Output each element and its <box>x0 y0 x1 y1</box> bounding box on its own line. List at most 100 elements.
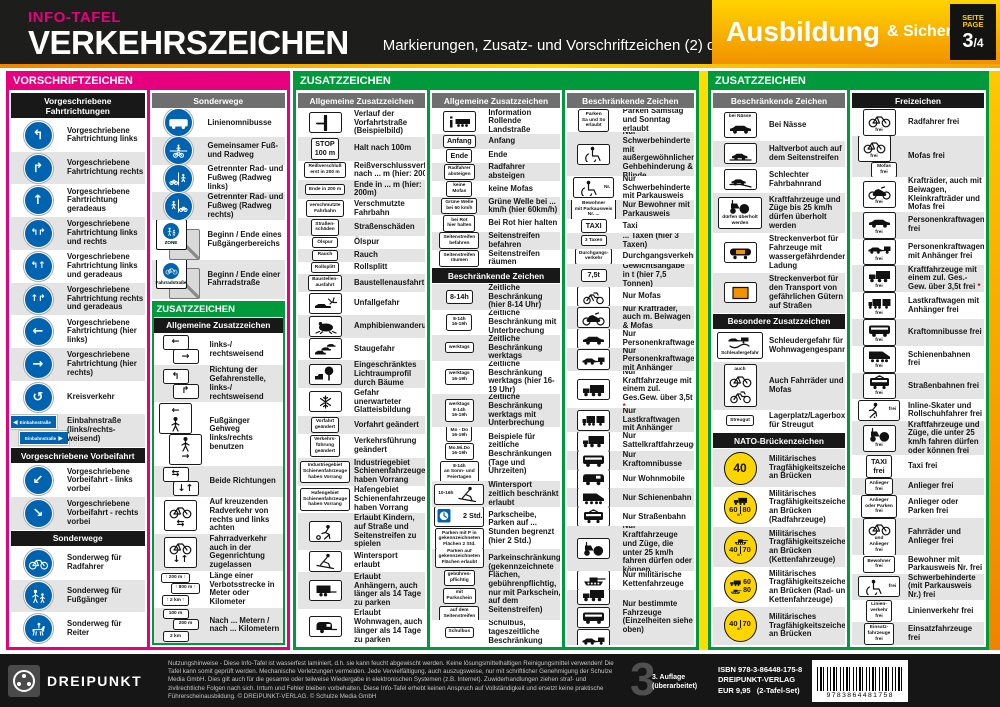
edition-block: 3 3. Auflage (überarbeitet) <box>630 656 708 703</box>
sign-group: werktags 16-19h <box>444 368 474 386</box>
row-label: Anlieger frei <box>908 481 954 491</box>
row-label: Militärisches Tragfähigkeitszeichen an B… <box>769 568 845 604</box>
sign-cell: 40 <box>714 451 766 485</box>
list-item: Fahrradstraße Beginn / Ende einer Fahrrad… <box>151 259 285 299</box>
header-left: INFO-TAFEL VERKEHRSZEICHEN Markierungen,… <box>0 0 769 64</box>
tanker-icon <box>729 248 751 260</box>
sign-group <box>577 488 611 508</box>
traffic-sign: frei <box>857 135 891 163</box>
panel-zusatzzeichen-1: ZUSATZZEICHEN Allgemeine Zusatzzeichen Ver… <box>293 71 699 650</box>
row-label: Lastkraftwagen mit Anhänger frei <box>908 295 980 314</box>
ped-icon <box>171 416 180 432</box>
sign-column: Vorgeschriebene Fahrtrichtungen ↰ Vorgesch… <box>9 90 147 647</box>
traffic-sign <box>308 391 342 413</box>
sign-cell <box>12 614 64 644</box>
traffic-sign: TAXI frei <box>866 455 892 478</box>
caravan-icon <box>316 621 337 633</box>
row-label: Bei Rot hier halten <box>488 218 558 228</box>
traffic-sign: Reißverschluß erst in 200 m <box>304 161 346 179</box>
sign-cell: Rollsplitt <box>299 262 351 274</box>
row-label: Militärisches Tragfähigkeitszeichen an B… <box>769 488 845 524</box>
traffic-sign: 3 Taxen <box>580 235 607 246</box>
list-item: Erlaubt Anhängern, auch länger als 14 Ta… <box>298 572 426 609</box>
sign-group: 10-16h <box>434 483 485 505</box>
infotruck-icon <box>449 116 470 128</box>
traffic-sign <box>577 143 611 165</box>
nested-panel: ZUSATZZEICHEN Allgemeine Zusatzzeichen ← → l… <box>151 300 285 645</box>
list-item: Information Rollende Landstraße <box>432 109 559 134</box>
list-item: Anlieger frei Anlieger frei <box>852 477 984 496</box>
list-item: Baustellen-ausfahrt Baustellenausfahrt <box>298 274 426 293</box>
price: EUR 9,95 <box>718 685 751 695</box>
traffic-sign: Nr. <box>572 177 615 199</box>
sign-group: ↓↑ <box>164 536 197 568</box>
row-label: Vorgeschriebene Fahrtrichtung (hier link… <box>67 317 137 345</box>
row-label: Zeitliche Beschränkung werktags <box>488 335 543 361</box>
row-label: Nur Krafträder, auch m. Beiwagen & Mofas <box>622 306 691 330</box>
list-item: Ende Ende <box>432 149 559 163</box>
nato-bridge-sign: 40 70 it ↑ <box>723 530 757 564</box>
sign-group <box>577 307 611 329</box>
row-label: Nur Wohnmobile <box>622 473 685 483</box>
sign-group: Grüne Welle bei 60 km/h <box>441 197 478 215</box>
sign-group <box>308 391 342 413</box>
sign-group: Nr. <box>572 177 615 199</box>
traffic-sign: Schleudergefahr <box>717 332 763 360</box>
sign-group: frei <box>857 399 901 421</box>
traffic-sign: frei <box>862 181 896 208</box>
traffic-sign: und Anlieger frei <box>862 517 896 556</box>
row-label: Hafengebiet Schienenfahrzeuge haben Vorr… <box>354 485 426 512</box>
page-label-en: PAGE <box>962 20 984 29</box>
sign-group: Rollsplitt <box>310 262 340 274</box>
list-item: Nur Kraftfahrzeuge und Züge, die unter 2… <box>566 526 694 571</box>
row-label: Industriegebiet Schienenfahrzeuge haben … <box>354 457 426 485</box>
sign-cell: frei <box>853 238 905 266</box>
kicker: INFO-TAFEL <box>28 9 122 27</box>
list-item: Ölspur Ölspur <box>298 236 425 249</box>
traffic-sign: Rollsplitt <box>310 262 340 274</box>
list-item: Einsatz-fahrzeuge frei Einsatzfahrzeuge fr… <box>852 622 984 646</box>
list-item: frei Schienenbahnen frei <box>852 345 984 373</box>
list-item: Durchgangs-verkehr Durchgangsverkehr <box>567 248 694 264</box>
sign-cell: Radfahrer absteigen <box>433 163 485 181</box>
traffic-sign: Straßen-schäden <box>311 219 339 236</box>
row-label: Schienenbahnen frei <box>908 349 971 368</box>
row-label: Information Rollende Landstraße <box>488 109 532 135</box>
sign-group: Schleudergefahr <box>717 332 763 360</box>
list-item: ↰↑ Vorgeschriebene Fahrtrichtung links un… <box>11 250 145 283</box>
sign-cell: frei Mofas frei <box>853 135 905 178</box>
sign-group: bei Rot hier halten <box>443 215 476 232</box>
sign-group: ← → <box>162 334 199 365</box>
cartrailer-icon <box>868 246 890 254</box>
row-label: Eingeschränktes Lichtraumprofil durch Bä… <box>354 360 417 387</box>
list-item: frei Straßenbahnen frei <box>852 372 984 400</box>
traffic-sign: frei <box>862 372 896 400</box>
splitl-icon <box>169 171 186 186</box>
sign-group: 7,5t <box>580 268 607 283</box>
list-item: werktags 8-14h 16-19h Zeitliche Beschränkun… <box>432 393 560 428</box>
list-item: TAXI frei Taxi frei <box>852 455 984 478</box>
sign-group: Durchgangs-verkehr <box>574 248 613 264</box>
sign-cell: 7,5t <box>568 268 620 283</box>
footer-bar: DREIPUNKT Nutzungshinweise - Diese Info-… <box>0 654 1000 707</box>
list-item: 8-14h Zeitliche Beschränkung (hier 8-14 U… <box>432 284 560 310</box>
sign-cell: ⇆ ↓↑ <box>155 466 207 497</box>
list-item: Getrennter Rad- und Fußweg (Radweg recht… <box>151 192 285 221</box>
section-header: Besondere Zusatzzeichen <box>713 313 845 329</box>
list-item: Seitenstreifen räumen Seitenstreifen räume… <box>432 250 559 268</box>
sign-cell: ↙ <box>12 466 64 496</box>
sign-cell: ← → <box>155 334 207 365</box>
list-item: 3 Taxen ... Taxen (hier 3 Taxen) <box>566 232 694 249</box>
sign-cell: ZONE <box>153 220 205 260</box>
row-label: Bewohner mit Parkausweis Nr. frei <box>908 555 983 573</box>
sign-cell: Linien-verkehr frei <box>853 599 905 623</box>
traffic-sign: Parken Sa und So erlaubt <box>577 109 610 132</box>
sign-cell: frei <box>853 399 905 421</box>
sign-cell <box>568 570 620 590</box>
sign-cell: Mo - Do 16-19h Mo.Mi.Do 16-19h 8-14h an Sonn-… <box>433 427 485 482</box>
sign-group: Verkehrs-führung geändert <box>310 434 340 458</box>
list-item: frei Radfahrer frei <box>852 109 984 136</box>
sign-group: und Anlieger frei <box>862 517 896 556</box>
traffic-sign: ↑ 2 km ↑ <box>162 595 189 606</box>
sign-group: ⇆ <box>164 500 197 532</box>
